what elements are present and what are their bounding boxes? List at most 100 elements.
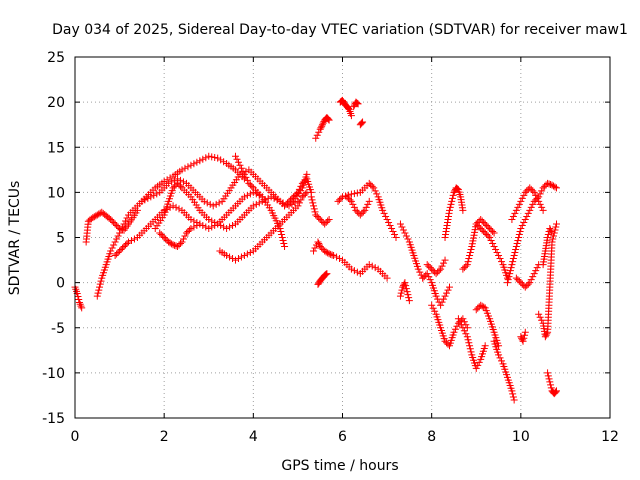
data-point [90, 213, 98, 221]
data-point [314, 238, 322, 246]
data-point [496, 255, 504, 263]
data-point [361, 206, 369, 214]
data-point [93, 292, 101, 300]
data-point [483, 230, 491, 238]
data-point [434, 295, 442, 303]
data-point [205, 152, 213, 160]
data-point [316, 125, 324, 133]
y-tick-label: 10 [47, 185, 65, 201]
data-point [237, 164, 245, 172]
data-point [125, 238, 132, 246]
series-arc-07 [156, 220, 204, 251]
data-point [475, 358, 483, 366]
data-point [184, 227, 192, 235]
data-point [515, 234, 523, 241]
data-point [512, 246, 520, 254]
data-point [324, 217, 332, 225]
data-point [546, 378, 554, 386]
data-point [346, 196, 354, 204]
data-point [352, 206, 360, 214]
data-point [309, 199, 317, 207]
data-point [523, 212, 531, 220]
data-point [404, 235, 412, 243]
data-point [509, 390, 517, 398]
data-point [123, 240, 131, 248]
data-point [486, 234, 494, 241]
data-point [292, 190, 300, 198]
data-point [255, 191, 263, 199]
data-point [552, 388, 560, 396]
data-point [474, 361, 482, 369]
data-point [399, 226, 407, 234]
data-point [226, 223, 234, 231]
data-point [203, 199, 211, 207]
data-point [325, 250, 333, 258]
data-point [368, 182, 376, 190]
data-point [242, 173, 250, 181]
data-point [520, 191, 528, 199]
data-point [472, 364, 480, 372]
data-point [110, 241, 118, 249]
series-arc-18 [334, 179, 400, 241]
data-point [267, 193, 275, 201]
axis-ticks: 0 2 4 6 8 10 12 -15 -10 -5 0 5 10 15 20 25 [42, 50, 619, 445]
data-point [325, 116, 333, 124]
data-point [297, 196, 305, 204]
data-point [229, 221, 237, 229]
data-point [456, 318, 464, 326]
data-point [526, 184, 534, 192]
data-point [217, 221, 225, 229]
data-point [398, 223, 406, 231]
data-point [515, 230, 523, 238]
data-point [169, 202, 177, 210]
data-point [184, 163, 192, 171]
data-point [223, 252, 231, 260]
data-point [353, 189, 361, 197]
data-point [490, 243, 498, 251]
data-point [120, 220, 128, 228]
data-point [193, 221, 201, 229]
data-point [548, 229, 556, 237]
series-arc-06 [151, 179, 302, 232]
data-point [541, 182, 549, 190]
series-arc-11 [312, 113, 333, 142]
data-point [544, 372, 552, 380]
data-point [503, 279, 511, 287]
x-tick-label: 6 [338, 429, 347, 445]
series-arc-23 [423, 256, 449, 278]
data-point [518, 194, 526, 202]
data-point [547, 381, 555, 389]
data-point [478, 217, 486, 225]
data-point [199, 221, 207, 229]
data-point [518, 336, 526, 344]
data-point [288, 200, 296, 208]
data-point [509, 255, 517, 263]
series-arc-15 [307, 193, 333, 228]
data-point [246, 181, 254, 189]
data-point [116, 247, 124, 255]
data-point [544, 230, 552, 238]
data-point [527, 203, 535, 211]
data-point [438, 262, 446, 270]
data-point [547, 226, 555, 234]
data-point [190, 160, 198, 168]
data-point [281, 202, 289, 210]
data-point [539, 206, 547, 214]
data-point [193, 158, 201, 166]
data-point [428, 301, 436, 309]
data-point [541, 333, 549, 341]
data-point [162, 235, 170, 243]
data-point [553, 387, 560, 395]
data-point [344, 104, 352, 112]
data-point [358, 119, 366, 127]
data-point [459, 324, 467, 332]
data-point [446, 283, 453, 291]
data-point [111, 238, 119, 246]
data-point [365, 261, 373, 269]
data-point [168, 240, 176, 248]
data-point [401, 229, 409, 237]
data-point [542, 331, 550, 339]
data-point [356, 211, 364, 219]
data-point [160, 178, 168, 186]
